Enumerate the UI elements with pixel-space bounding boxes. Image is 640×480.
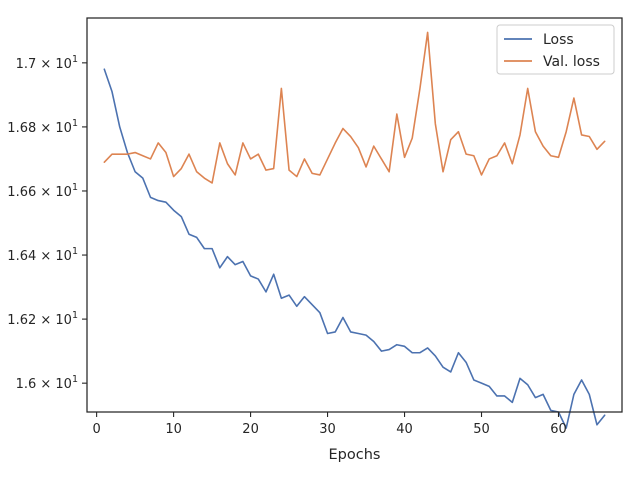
y-tick-label: 1.6 × 101 xyxy=(16,374,78,392)
legend: Loss Val. loss xyxy=(496,24,615,75)
x-tick-label: 40 xyxy=(396,422,413,437)
x-tick-label: 50 xyxy=(473,422,490,437)
x-tick-label: 30 xyxy=(319,422,336,437)
y-tick-label: 1.64 × 101 xyxy=(7,246,78,264)
series-line-1 xyxy=(103,68,606,429)
y-tick-label: 1.7 × 101 xyxy=(16,54,78,72)
legend-label: Val. loss xyxy=(543,54,600,70)
x-tick-label: 20 xyxy=(242,422,259,437)
plot-frame xyxy=(86,17,623,413)
x-axis-ticks: 0 10 20 30 40 50 60 xyxy=(92,412,567,437)
y-tick-label: 1.68 × 101 xyxy=(7,118,78,136)
x-tick-label: 60 xyxy=(550,422,567,437)
series-layer xyxy=(103,31,606,429)
x-tick-label: 0 xyxy=(92,422,100,437)
x-axis-label: Epochs xyxy=(329,447,381,463)
legend-label: Loss xyxy=(543,32,574,48)
plot-background xyxy=(87,18,622,412)
series-line-2 xyxy=(103,31,606,184)
y-axis-ticks: 1.6 × 101 1.62 × 101 1.64 × 101 1.66 × 101 1… xyxy=(7,54,87,392)
x-tick-label: 10 xyxy=(165,422,182,437)
y-tick-label: 1.66 × 101 xyxy=(7,182,78,200)
y-tick-label: 1.62 × 101 xyxy=(7,310,78,328)
